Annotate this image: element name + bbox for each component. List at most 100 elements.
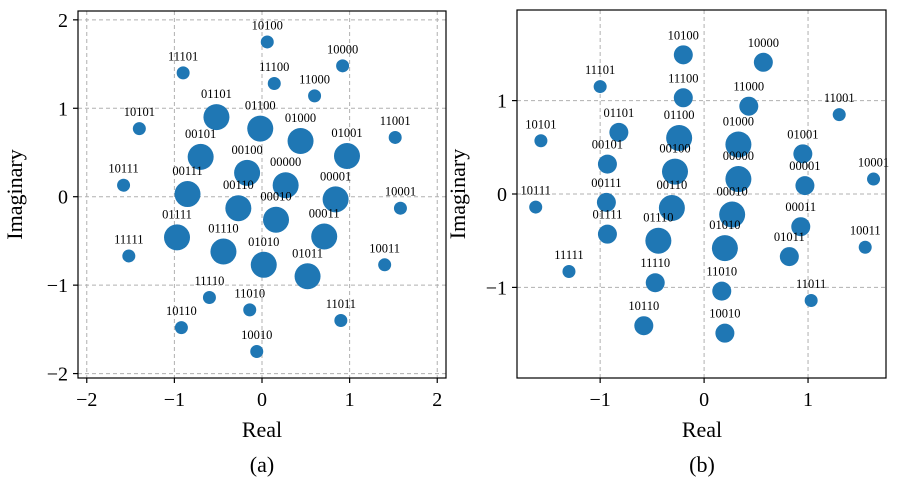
data-point-01001 — [333, 143, 360, 170]
y-axis-title: Imaginary — [2, 149, 27, 239]
point-label-11100: 11100 — [259, 60, 289, 74]
data-point-00111 — [174, 181, 201, 208]
data-point-10011 — [858, 240, 872, 254]
data-point-10001 — [867, 172, 881, 186]
point-label-10100: 10100 — [252, 18, 283, 32]
x-axis-title: Real — [682, 417, 722, 442]
data-point-00011 — [311, 223, 338, 250]
y-tick-label: 1 — [497, 91, 507, 113]
point-label-11111: 11111 — [114, 232, 143, 246]
point-label-10101: 10101 — [124, 105, 155, 119]
data-point-11000 — [739, 96, 759, 116]
y-tick-label: −1 — [47, 275, 68, 297]
data-point-11001 — [832, 108, 846, 122]
data-point-01111 — [164, 224, 191, 251]
point-label-11010: 11010 — [234, 286, 265, 300]
data-point-10010 — [715, 323, 735, 343]
data-point-11110 — [645, 273, 665, 293]
panel-caption: (a) — [250, 452, 274, 477]
data-point-10101 — [132, 122, 146, 136]
point-label-00110: 00110 — [656, 178, 687, 192]
data-point-00100 — [234, 159, 261, 186]
data-point-11111 — [562, 265, 576, 279]
data-point-01010 — [250, 251, 277, 278]
data-point-10110 — [174, 321, 188, 335]
data-point-01111 — [597, 224, 617, 244]
data-point-11011 — [334, 314, 348, 328]
point-label-01000: 01000 — [285, 111, 316, 125]
data-point-01101 — [609, 122, 629, 142]
point-label-00010: 00010 — [260, 190, 291, 204]
data-point-10100 — [673, 45, 693, 65]
data-point-10010 — [250, 344, 264, 358]
point-label-00010: 00010 — [717, 185, 748, 199]
point-label-10110: 10110 — [628, 299, 659, 313]
data-point-10111 — [117, 178, 131, 192]
point-label-00111: 00111 — [591, 176, 621, 190]
point-label-10010: 10010 — [709, 307, 740, 321]
data-point-01110 — [210, 238, 237, 265]
point-label-00111: 00111 — [172, 164, 202, 178]
data-point-01010 — [711, 235, 738, 262]
data-point-01101 — [203, 104, 230, 131]
data-point-11000 — [308, 89, 322, 103]
x-tick-label: 0 — [699, 389, 709, 411]
point-label-01010: 01010 — [248, 235, 279, 249]
data-point-01100 — [666, 124, 693, 151]
point-label-01011: 01011 — [774, 230, 805, 244]
point-label-01000: 01000 — [723, 114, 754, 128]
data-point-01000 — [725, 131, 752, 158]
x-tick-label: −2 — [76, 389, 97, 411]
point-label-00001: 00001 — [320, 169, 351, 183]
data-point-10100 — [260, 35, 274, 49]
data-point-00101 — [597, 154, 617, 174]
data-point-01100 — [247, 115, 274, 142]
point-label-11011: 11011 — [796, 277, 826, 291]
point-label-10011: 10011 — [850, 224, 881, 238]
y-tick-label: −2 — [47, 364, 68, 386]
data-point-10111 — [529, 200, 543, 214]
point-label-10000: 10000 — [748, 36, 779, 50]
point-label-10001: 10001 — [385, 185, 416, 199]
data-point-01011 — [779, 247, 799, 267]
point-label-10110: 10110 — [166, 304, 197, 318]
point-label-10111: 10111 — [108, 162, 138, 176]
point-label-01010: 01010 — [709, 218, 740, 232]
data-point-00001 — [322, 186, 349, 213]
point-label-11100: 11100 — [668, 71, 698, 85]
point-label-00100: 00100 — [231, 143, 262, 157]
point-label-10100: 10100 — [668, 28, 699, 42]
data-point-00010 — [719, 201, 746, 228]
point-label-01001: 01001 — [331, 126, 362, 140]
data-point-11010 — [243, 303, 257, 317]
point-label-10001: 10001 — [858, 156, 889, 170]
y-tick-label: 1 — [58, 98, 68, 120]
point-label-01101: 01101 — [201, 87, 232, 101]
y-tick-label: 0 — [58, 187, 68, 209]
data-point-00000 — [725, 166, 752, 193]
point-label-11001: 11001 — [824, 91, 855, 105]
point-label-11000: 11000 — [299, 72, 330, 86]
point-label-01100: 01100 — [664, 108, 695, 122]
data-point-11101 — [593, 80, 607, 94]
data-point-01000 — [287, 127, 314, 154]
x-axis-title: Real — [242, 417, 282, 442]
x-tick-label: 1 — [803, 389, 813, 411]
point-label-11000: 11000 — [733, 80, 764, 94]
point-label-01110: 01110 — [643, 211, 673, 225]
point-label-10000: 10000 — [327, 42, 358, 56]
data-point-11001 — [388, 130, 402, 144]
y-tick-label: 2 — [58, 10, 68, 32]
point-label-11011: 11011 — [326, 297, 356, 311]
data-point-10000 — [336, 59, 350, 73]
data-point-10001 — [393, 201, 407, 215]
point-label-11010: 11010 — [706, 265, 737, 279]
data-point-11101 — [176, 66, 190, 80]
point-label-10101: 10101 — [525, 117, 556, 131]
point-label-10010: 10010 — [241, 328, 272, 342]
point-label-00110: 00110 — [223, 178, 254, 192]
point-label-01111: 01111 — [162, 207, 192, 221]
data-points: 10100 11101 11100 10000 11000 10101 01101 01100… — [108, 18, 416, 358]
